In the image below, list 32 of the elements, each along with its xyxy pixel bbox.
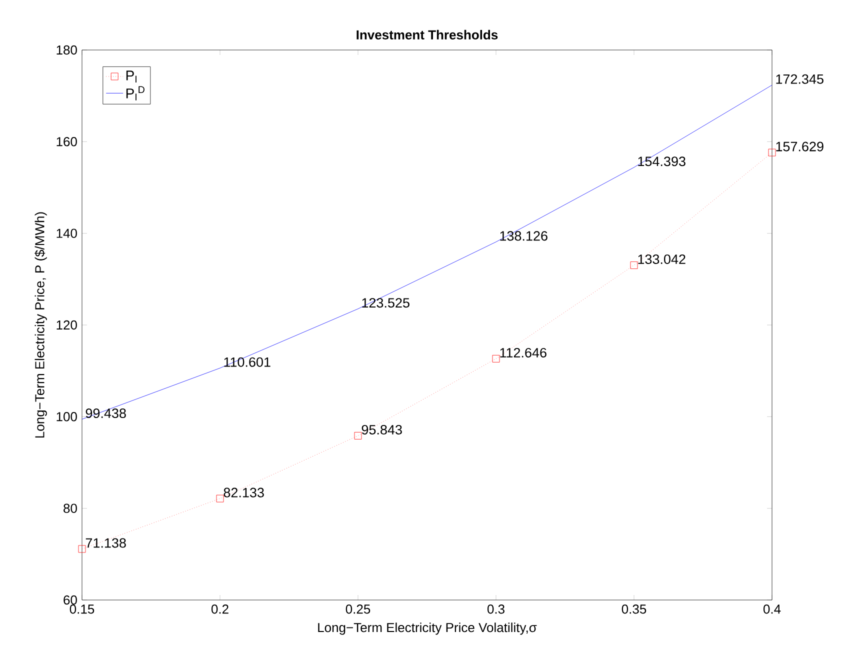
line-series — [82, 84, 772, 420]
point — [354, 432, 362, 440]
data-label: 172.345 — [776, 74, 824, 84]
x-tick-label: 0.3 — [487, 604, 504, 614]
point — [78, 545, 86, 553]
x-tick-label: 0.4 — [763, 604, 781, 614]
data-label: 82.133 — [224, 488, 264, 498]
chart-title: Investment Thresholds — [356, 30, 498, 40]
point — [216, 494, 224, 502]
point — [768, 148, 776, 156]
data-label: 112.646 — [500, 348, 546, 358]
x-tick-label: 0.2 — [211, 604, 228, 614]
point — [492, 355, 500, 362]
y-tick-label: 100 — [56, 412, 77, 422]
y-axis-title: Long−Term Electricity Price, P ($/MWh) — [34, 212, 47, 438]
y-tick-label: 60 — [64, 595, 77, 605]
y-tick-label: 140 — [56, 228, 77, 238]
data-label: 157.629 — [776, 142, 824, 152]
point — [630, 262, 638, 269]
y-tick-label: 160 — [56, 137, 77, 146]
x-tick-label: 0.25 — [346, 604, 370, 614]
legend-label: P$_{I}$D — [126, 86, 144, 100]
legend-label: P$_{I}$ — [126, 70, 136, 82]
y-tick-label: 180 — [56, 45, 77, 55]
data-label: 71.138 — [86, 538, 126, 548]
x-tick-label: 0.35 — [622, 604, 646, 614]
data-label: 95.843 — [362, 424, 402, 435]
x-tick-label: 0.15 — [70, 604, 94, 614]
y-tick-label: 80 — [64, 504, 77, 513]
x-axis-title: Long−Term Electricity Price Volatility,σ — [318, 622, 537, 635]
y-tick-label: 120 — [56, 320, 77, 330]
data-label: 133.042 — [638, 254, 686, 264]
